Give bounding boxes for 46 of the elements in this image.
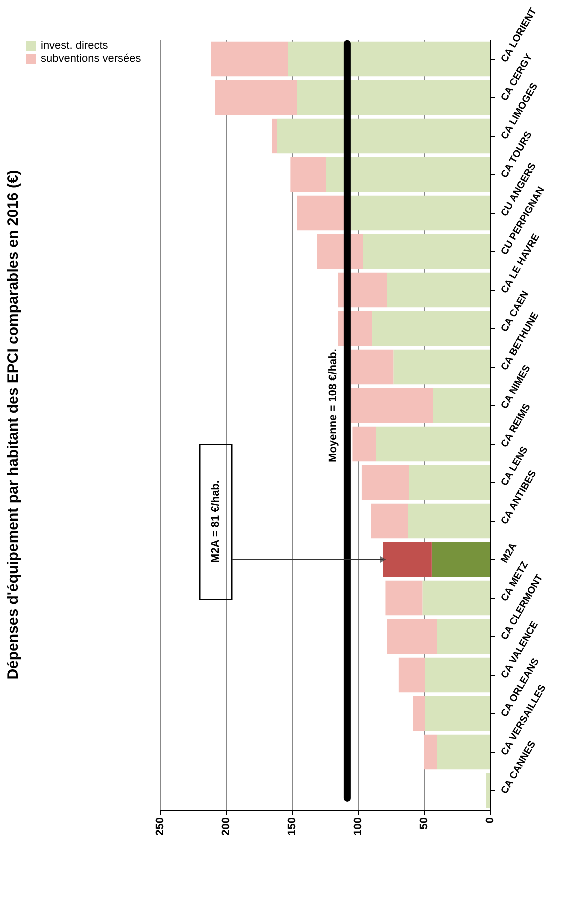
ref-line-label: Moyenne = 108 €/hab. [327,349,340,462]
bar [272,118,278,154]
bar [437,734,490,770]
bar [413,696,426,732]
bar [351,350,394,385]
bar [422,580,490,616]
bar [297,80,490,116]
legend-label: invest. directs [41,40,109,52]
bar [376,426,490,462]
bar [362,465,410,500]
bar [409,465,490,500]
legend-label: subventions versées [41,53,142,65]
bar [394,350,490,385]
bar [290,157,326,192]
bar [372,311,490,346]
bar [363,234,490,270]
bar [352,426,376,462]
annotation: M2A = 81 €/hab. [210,480,222,563]
x-tick-label: 100 [352,818,364,836]
bar [433,388,490,424]
bar [387,272,490,308]
bar [351,388,434,424]
bar [425,658,490,693]
bar [486,773,490,808]
bar [424,734,438,770]
bar [425,696,490,732]
bar [215,80,298,116]
bar [211,42,288,77]
x-tick-label: 0 [484,818,496,824]
text: Dépenses d'équipement par habitant des EPCI comparables en 2016 (€) [5,170,22,680]
bar [437,619,490,654]
bar [398,658,426,693]
bar [351,196,490,231]
bar [386,580,423,616]
bar [432,542,490,578]
bar [371,504,408,539]
x-tick-label: 200 [220,818,232,836]
bar [383,542,432,578]
x-tick-label: 250 [154,818,166,836]
bar [288,42,490,77]
x-tick-label: 150 [286,818,298,836]
x-tick-label: 50 [418,818,430,830]
bar [408,504,490,539]
bar [277,118,490,154]
bar [387,619,438,654]
bar [326,157,490,192]
